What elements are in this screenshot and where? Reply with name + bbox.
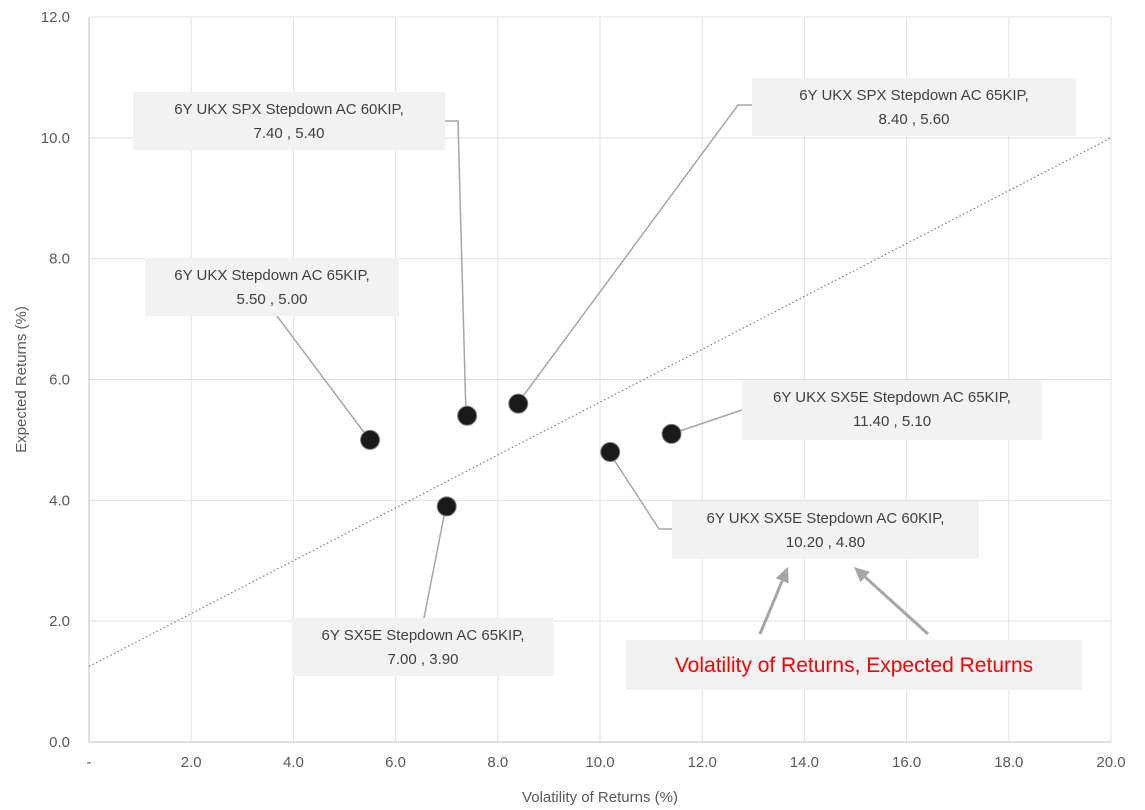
callout-leader <box>670 409 743 435</box>
x-tick-label: 2.0 <box>181 754 202 771</box>
data-label: 6Y UKX SPX Stepdown AC 65KIP, 8.40 , 5.60 <box>752 78 1076 136</box>
tick-labels: - 2.0 4.0 6.0 8.0 10.0 12.0 14.0 16.0 18.0 20.0 0.0… <box>41 9 1126 771</box>
x-tick-label: 4.0 <box>283 754 304 771</box>
data-label: 6Y UKX SX5E Stepdown AC 65KIP, 11.40 , 5.… <box>742 380 1042 440</box>
y-tick-label: 2.0 <box>49 613 70 630</box>
data-label: 6Y UKX SX5E Stepdown AC 60KIP, 10.20 , 4.… <box>672 501 979 559</box>
data-label: 6Y SX5E Stepdown AC 65KIP, 7.00 , 3.90 <box>292 618 554 676</box>
x-tick-label: 16.0 <box>892 754 921 771</box>
data-point <box>600 442 621 462</box>
y-axis-title: Expected Returns (%) <box>13 306 30 453</box>
y-tick-label: 4.0 <box>49 492 70 509</box>
data-label-value: 7.00 , 3.90 <box>388 651 459 668</box>
y-tick-label: 8.0 <box>49 251 70 268</box>
callout-leader <box>445 120 467 417</box>
data-label-value: 7.40 , 5.40 <box>254 125 325 142</box>
data-label: 6Y UKX SPX Stepdown AC 60KIP, 7.40 , 5.40 <box>133 92 445 150</box>
y-tick-label: 0.0 <box>49 734 70 751</box>
x-tick-label: - <box>87 754 92 771</box>
x-axis-title: Volatility of Returns (%) <box>522 789 678 806</box>
callout-leader <box>517 104 752 404</box>
callout-leader <box>423 505 447 619</box>
data-label-name: 6Y UKX SX5E Stepdown AC 65KIP, <box>773 389 1011 406</box>
data-label-value: 11.40 , 5.10 <box>853 413 931 430</box>
data-label-name: 6Y UKX SX5E Stepdown AC 60KIP, <box>707 510 945 527</box>
callout-leader <box>608 451 672 530</box>
annotation-box <box>626 640 1082 690</box>
x-tick-label: 20.0 <box>1096 754 1125 771</box>
x-tick-label: 14.0 <box>790 754 819 771</box>
callout-leader <box>276 315 370 440</box>
data-label-box <box>145 258 399 316</box>
data-label-name: 6Y UKX SPX Stepdown AC 65KIP, <box>799 87 1029 104</box>
axes <box>88 17 1111 743</box>
data-label-value: 5.50 , 5.00 <box>237 291 308 308</box>
y-tick-label: 12.0 <box>41 9 70 26</box>
data-label-name: 6Y UKX SPX Stepdown AC 60KIP, <box>174 101 404 118</box>
annotation-arrow <box>854 567 930 636</box>
callout-leaders <box>276 104 752 619</box>
data-point <box>661 423 682 444</box>
callouts: 6Y UKX Stepdown AC 65KIP, 5.50 , 5.00 6Y S… <box>133 78 1076 676</box>
x-tick-label: 18.0 <box>994 754 1023 771</box>
data-label-box <box>752 78 1076 136</box>
data-label: 6Y UKX Stepdown AC 65KIP, 5.50 , 5.00 <box>145 258 399 316</box>
data-label-name: 6Y SX5E Stepdown AC 65KIP, <box>322 627 525 644</box>
data-point <box>360 429 381 450</box>
data-label-box <box>292 618 554 676</box>
x-tick-label: 10.0 <box>585 754 614 771</box>
data-point <box>508 393 529 414</box>
x-tick-label: 12.0 <box>688 754 717 771</box>
data-label-box <box>133 92 445 150</box>
data-label-value: 10.20 , 4.80 <box>786 534 865 551</box>
data-point <box>436 496 457 517</box>
data-point <box>457 405 478 426</box>
annotation-arrows <box>758 567 930 636</box>
data-points <box>360 393 682 517</box>
data-label-box <box>672 501 979 559</box>
y-tick-label: 6.0 <box>49 372 70 389</box>
x-tick-label: 8.0 <box>487 754 508 771</box>
annotation-text: Volatility of Returns, Expected Returns <box>675 654 1033 677</box>
data-label-value: 8.40 , 5.60 <box>879 111 950 128</box>
data-label-box <box>742 380 1042 440</box>
annotation-note: Volatility of Returns, Expected Returns <box>626 640 1082 690</box>
y-tick-label: 10.0 <box>41 130 70 147</box>
data-label-name: 6Y UKX Stepdown AC 65KIP, <box>174 267 369 284</box>
x-tick-label: 6.0 <box>385 754 406 771</box>
annotation-arrow <box>758 567 789 635</box>
gridlines <box>89 16 1112 742</box>
